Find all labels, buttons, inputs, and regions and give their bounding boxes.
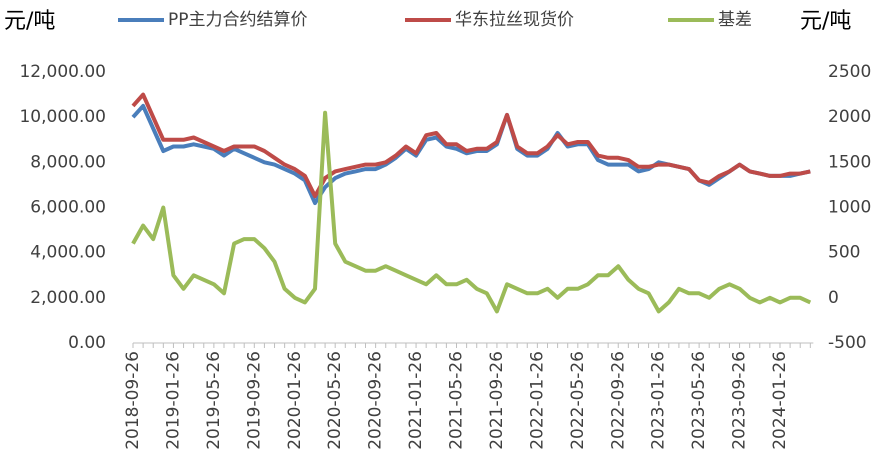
y-axis-title: 元/吨 (4, 9, 55, 34)
y-tick-label: 12,000.00 (19, 62, 106, 82)
series-line (131, 92, 811, 199)
y-tick-label: 6,000.00 (30, 198, 106, 218)
legend-label: 华东拉丝现货价 (455, 10, 574, 30)
x-tick-label: 2024-01-26 (770, 351, 790, 450)
y2-tick-label: 0 (828, 288, 839, 308)
x-tick-label: 2019-05-26 (204, 351, 224, 450)
series-line (131, 103, 811, 205)
x-tick-label: 2020-01-26 (285, 351, 305, 450)
x-tick-label: 2019-09-26 (244, 351, 264, 450)
x-tick-label: 2019-01-26 (163, 351, 183, 450)
y2-tick-label: 1000 (828, 198, 871, 218)
y2-tick-label: 1500 (828, 152, 871, 172)
x-tick-label: 2021-01-26 (406, 351, 426, 450)
y2-tick-label: -500 (828, 333, 867, 353)
x-tick-label: 2023-01-26 (649, 351, 669, 450)
x-tick-label: 2022-09-26 (608, 351, 628, 450)
x-tick-label: 2022-05-26 (568, 351, 588, 450)
y2-tick-label: 2000 (828, 107, 871, 127)
x-tick-label: 2020-05-26 (325, 351, 345, 450)
y2-axis-title: 元/吨 (800, 9, 851, 34)
y2-tick-label: 500 (828, 243, 860, 263)
y-tick-label: 8,000.00 (30, 152, 106, 172)
y-tick-label: 0.00 (68, 333, 106, 353)
x-tick-label: 2021-05-26 (447, 351, 467, 450)
y-tick-label: 4,000.00 (30, 243, 106, 263)
x-tick-label: 2022-01-26 (527, 351, 547, 450)
y-tick-label: 10,000.00 (19, 107, 106, 127)
x-tick-label: 2018-09-26 (123, 351, 143, 450)
x-tick-label: 2021-09-26 (487, 351, 507, 450)
x-tick-label: 2020-09-26 (366, 351, 386, 450)
y2-tick-label: 2500 (828, 62, 871, 82)
legend-label: PP主力合约结算价 (168, 10, 308, 30)
y-tick-label: 2,000.00 (30, 288, 106, 308)
x-tick-label: 2023-05-26 (689, 351, 709, 450)
series-line (131, 110, 812, 314)
x-tick-label: 2023-09-26 (730, 351, 750, 450)
legend-label: 基差 (718, 10, 752, 30)
